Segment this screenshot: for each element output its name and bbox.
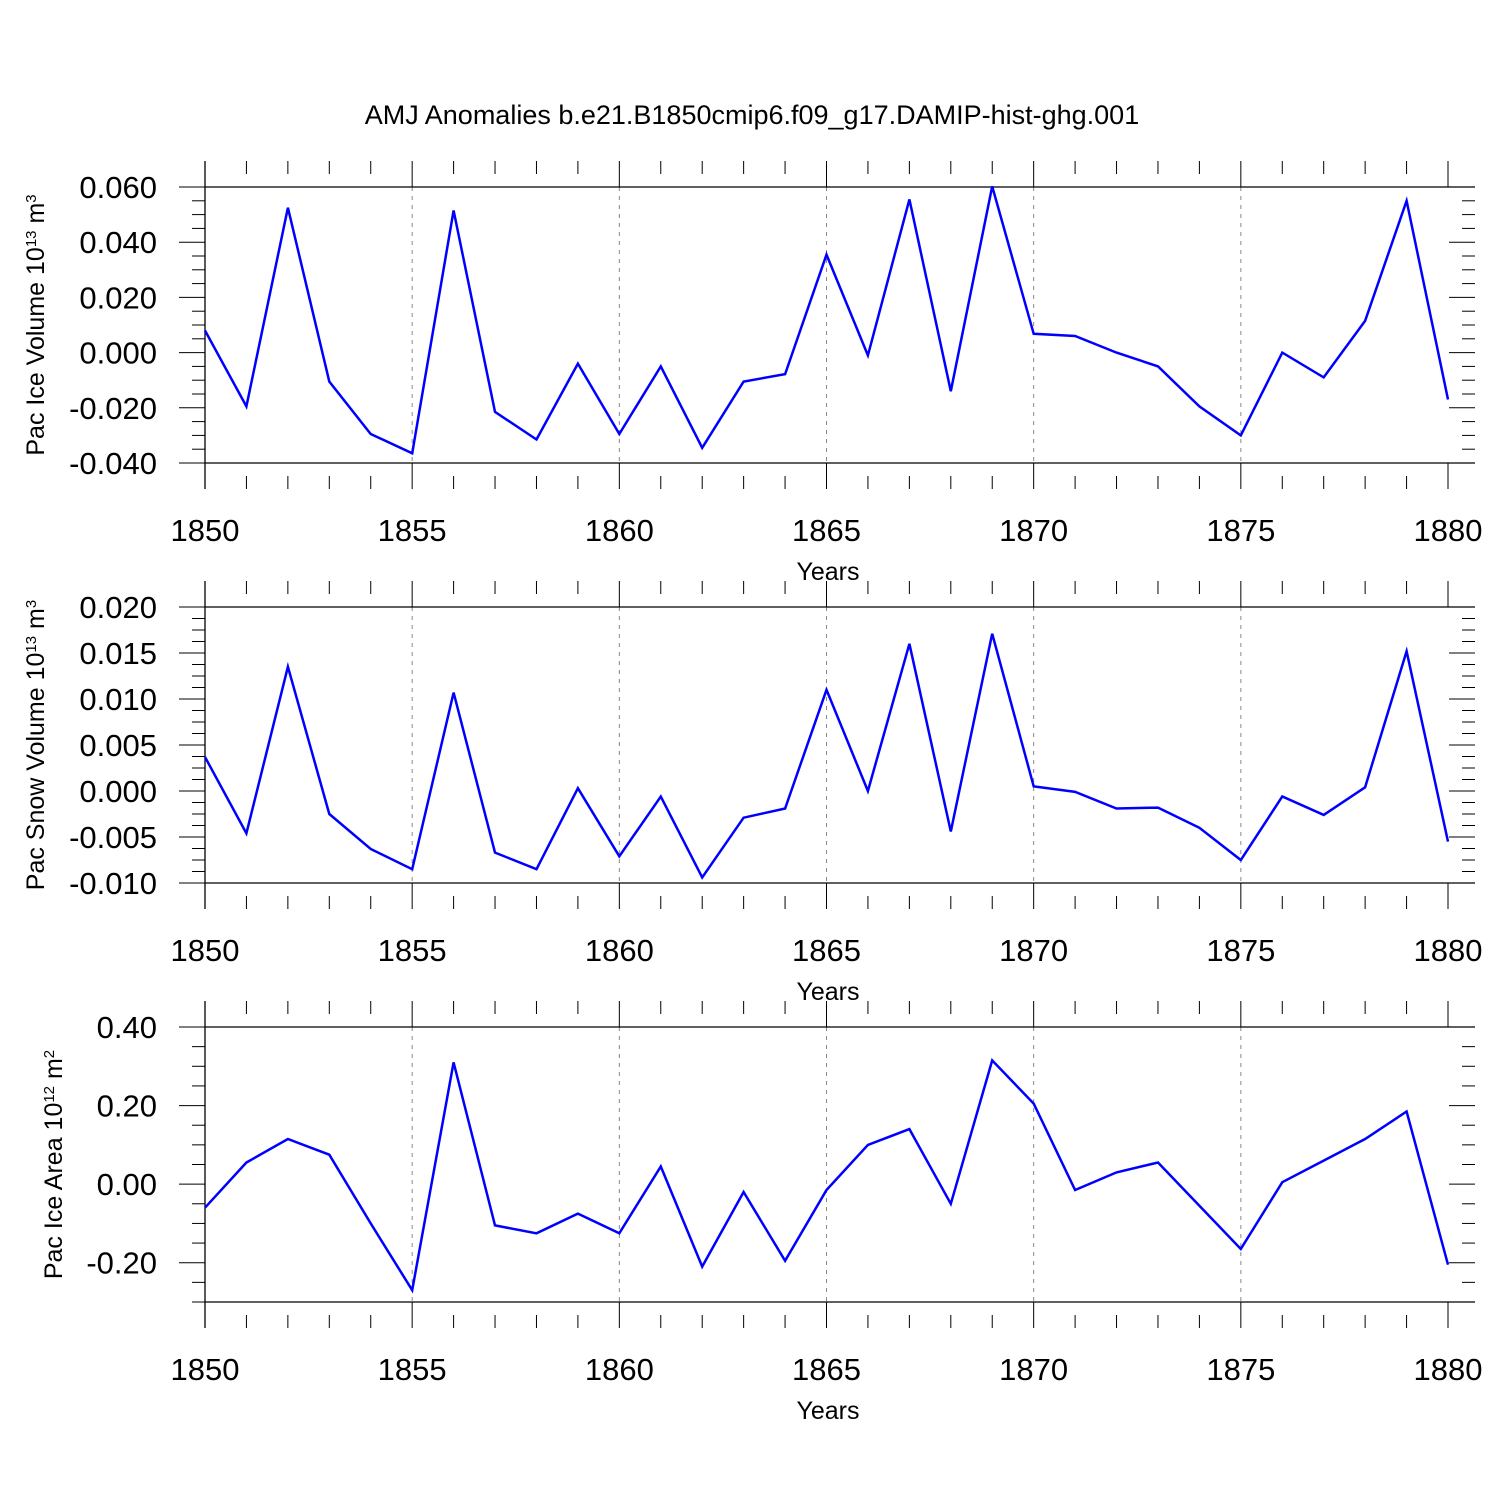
x-tick-label: 1880	[1414, 933, 1483, 968]
x-axis-title: Years	[796, 1397, 859, 1425]
y-axis-title: Pac Ice Area 1012 m2	[40, 1050, 68, 1279]
x-tick-label: 1865	[792, 513, 861, 548]
x-tick-label: 1855	[378, 933, 447, 968]
y-axis-title-text: Pac Ice Area 10	[40, 1103, 68, 1280]
y-axis-title-superscript: 13	[23, 230, 40, 247]
series-line	[203, 186, 1450, 456]
y-tick-label: 0.000	[79, 336, 157, 371]
y-axis-title-text: m	[22, 203, 50, 231]
y-tick-label: 0.060	[79, 170, 157, 205]
x-tick-label: 1870	[999, 1352, 1068, 1387]
y-tick-label: -0.040	[69, 446, 157, 481]
y-axis-title-superscript: 3	[23, 194, 40, 202]
y-axis-title-text: Pac Ice Volume 10	[22, 247, 50, 455]
series-line	[204, 1057, 1450, 1294]
y-axis-title-text: m	[22, 608, 50, 636]
x-tick-label: 1870	[999, 513, 1068, 548]
y-axis-title-superscript: 2	[41, 1050, 58, 1058]
x-tick-label: 1880	[1414, 513, 1483, 548]
y-tick-label: -0.20	[86, 1246, 157, 1281]
y-axis-title-superscript: 3	[23, 600, 40, 608]
y-tick-label: 0.005	[79, 728, 157, 763]
panel-2: -0.010 -0.005 0.000 0.005 0.010 0.015 0.020 185…	[22, 581, 1482, 1006]
x-tick-label: 1850	[171, 1352, 240, 1387]
y-tick-label: -0.010	[69, 866, 157, 901]
y-tick-label: 0.40	[97, 1010, 157, 1045]
x-tick-label: 1855	[378, 513, 447, 548]
y-tick-label: 0.020	[79, 280, 157, 315]
figure-title: AMJ Anomalies b.e21.B1850cmip6.f09_g17.D…	[365, 100, 1139, 130]
x-axis-title: Years	[796, 558, 859, 586]
x-tick-label: 1860	[585, 513, 654, 548]
x-tick-label: 1850	[171, 933, 240, 968]
y-axis-title-text: m	[40, 1058, 68, 1086]
series-line	[203, 633, 1450, 880]
x-tick-label: 1850	[171, 513, 240, 548]
y-tick-label: -0.005	[69, 820, 157, 855]
y-tick-label: 0.00	[97, 1167, 157, 1202]
panel-1: -0.040 -0.020 0.000 0.020 0.040 0.060 1850 1855…	[22, 161, 1482, 586]
y-tick-label: 0.20	[97, 1089, 157, 1124]
x-tick-label: 1865	[792, 933, 861, 968]
y-axis-title-superscript: 13	[23, 636, 40, 653]
y-tick-label: 0.015	[79, 636, 157, 671]
y-tick-label: 0.000	[79, 774, 157, 809]
x-tick-label: 1855	[378, 1352, 447, 1387]
y-axis-title-superscript: 12	[41, 1086, 58, 1103]
x-tick-label: 1860	[585, 1352, 654, 1387]
x-tick-label: 1865	[792, 1352, 861, 1387]
panel-3: -0.20 0.00 0.20 0.40 1850 1855 1860 1865 1870 187…	[40, 1001, 1482, 1425]
y-tick-label: 0.010	[79, 682, 157, 717]
y-tick-label: 0.020	[79, 590, 157, 625]
x-tick-label: 1875	[1206, 933, 1275, 968]
x-tick-label: 1875	[1206, 513, 1275, 548]
y-axis-title: Pac Ice Volume 1013 m3	[22, 194, 50, 455]
x-tick-label: 1870	[999, 933, 1068, 968]
y-tick-label: -0.020	[69, 391, 157, 426]
y-axis-title-text: Pac Snow Volume 10	[22, 653, 50, 891]
x-tick-label: 1880	[1414, 1352, 1483, 1387]
y-axis-title: Pac Snow Volume 1013 m3	[22, 600, 50, 890]
x-tick-label: 1860	[585, 933, 654, 968]
x-axis-title: Years	[796, 978, 859, 1006]
x-tick-label: 1875	[1206, 1352, 1275, 1387]
y-tick-label: 0.040	[79, 225, 157, 260]
